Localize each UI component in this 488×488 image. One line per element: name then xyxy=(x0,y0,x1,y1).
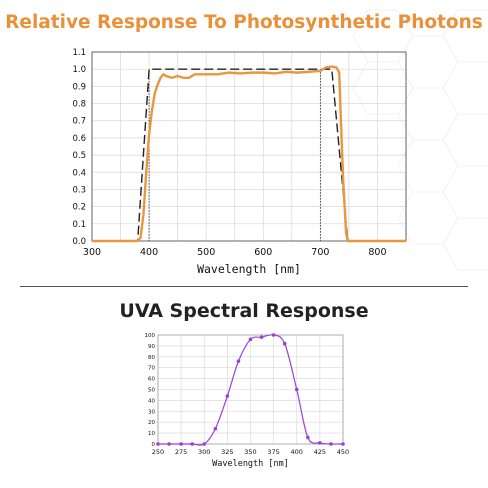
y-tick-label: 0.5 xyxy=(72,151,86,161)
y-tick-label: 10 xyxy=(148,431,155,437)
y-tick-label: 0.1 xyxy=(72,220,86,230)
y-tick-label: 0.9 xyxy=(72,82,86,92)
uva-data-point xyxy=(156,442,160,446)
y-tick-label: 70 xyxy=(148,366,155,372)
uva-data-point xyxy=(167,442,171,446)
uva-data-point xyxy=(236,359,241,363)
uva-data-point xyxy=(329,442,333,446)
x-tick-label: 350 xyxy=(244,448,256,456)
photosynthetic-response-chart: 0.0 0.1 0.2 0.3 0.4 0.5 0.6 0.7 0.8 0.9 1.0 1.1 300 4… xyxy=(72,48,407,276)
y-tick-label: 0.8 xyxy=(72,100,86,110)
y-tick-label: 40 xyxy=(148,398,155,404)
x-tick-label: 250 xyxy=(152,448,164,456)
uva-data-point xyxy=(225,394,230,398)
x-tick-label: 400 xyxy=(291,448,303,456)
x-tick-label: 600 xyxy=(254,247,272,258)
y-tick-label: 30 xyxy=(148,409,155,415)
x-tick-label: 325 xyxy=(221,448,233,456)
plot-frame xyxy=(157,334,344,445)
x-tick-label: 450 xyxy=(337,448,349,456)
y-tick-label: 1.0 xyxy=(72,65,86,75)
uva-data-point xyxy=(306,435,310,440)
y-tick-label: 0.7 xyxy=(72,117,86,127)
x-tick-label: 275 xyxy=(175,448,187,456)
uva-data-point xyxy=(294,387,299,392)
plot-frame xyxy=(91,51,407,242)
x-tick-label: 300 xyxy=(198,448,210,456)
x-tick-label: 700 xyxy=(311,247,329,258)
uva-data-point xyxy=(179,442,183,446)
x-tick-label: 400 xyxy=(140,247,158,258)
uva-data-point xyxy=(213,426,218,431)
x-axis-title: Wavelength [nm] xyxy=(197,262,301,276)
uva-data-point xyxy=(341,442,345,446)
y-tick-label: 80 xyxy=(148,355,155,361)
x-tick-label: 425 xyxy=(314,448,326,456)
y-tick-label: 60 xyxy=(148,377,155,383)
x-axis-title: Wavelength [nm] xyxy=(212,459,289,469)
hexagon-background-pattern xyxy=(352,9,488,271)
chart-title-photosynthetic: Relative Response To Photosynthetic Phot… xyxy=(5,12,483,33)
uva-data-point xyxy=(271,333,276,337)
chart-title-uva: UVA Spectral Response xyxy=(119,300,369,322)
x-tick-label: 300 xyxy=(83,247,101,258)
y-tick-label: 1.1 xyxy=(72,48,86,58)
uva-data-point xyxy=(318,441,322,445)
x-tick-label: 375 xyxy=(267,448,279,456)
y-tick-label: 0.4 xyxy=(72,168,86,178)
y-tick-label: 90 xyxy=(148,344,155,350)
y-tick-label: 0.6 xyxy=(72,134,86,144)
y-tick-label: 100 xyxy=(145,333,156,339)
y-tick-label: 0.0 xyxy=(72,237,86,247)
y-tick-label: 0.2 xyxy=(72,203,86,213)
measured-response-line xyxy=(92,65,406,243)
y-tick-label: 20 xyxy=(148,420,155,426)
uva-data-point xyxy=(190,442,195,446)
uva-data-point xyxy=(259,335,264,339)
uva-data-point xyxy=(248,337,253,342)
y-tick-label: 50 xyxy=(148,388,155,394)
x-tick-label: 800 xyxy=(368,247,386,258)
y-tick-label: 0 xyxy=(152,442,156,448)
y-tick-label: 0.3 xyxy=(72,185,86,195)
uva-data-point xyxy=(202,442,207,446)
uva-data-point xyxy=(282,341,287,346)
x-tick-label: 500 xyxy=(197,247,215,258)
section-divider xyxy=(20,286,468,287)
